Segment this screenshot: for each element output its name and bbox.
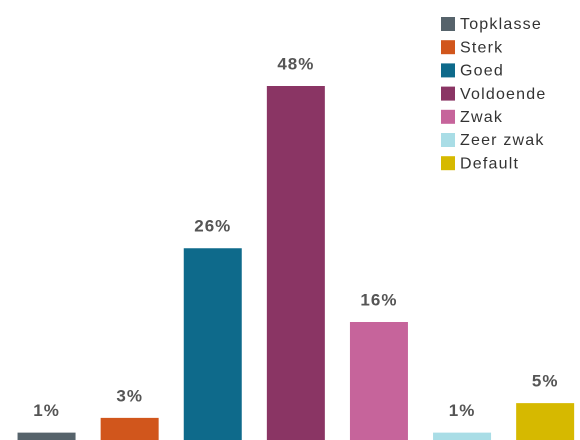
bar — [516, 403, 575, 440]
legend-swatch — [441, 86, 455, 101]
legend-swatch — [441, 109, 455, 124]
bar — [17, 432, 76, 440]
legend-label: Voldoende — [460, 86, 546, 103]
bar — [349, 322, 408, 440]
legend-swatch — [441, 63, 455, 78]
bar — [183, 248, 242, 440]
legend-swatch — [441, 156, 455, 171]
legend-label: Sterk — [460, 39, 503, 56]
legend-label: Topklasse — [460, 16, 542, 33]
legend-swatch — [441, 17, 455, 31]
bar — [100, 417, 159, 440]
value-label: 16% — [360, 290, 397, 309]
value-label: 1% — [33, 401, 60, 420]
legend-swatch — [441, 133, 455, 147]
legend-label: Default — [460, 155, 519, 172]
value-label: 48% — [277, 54, 314, 73]
value-label: 5% — [532, 372, 559, 391]
legend-swatch — [441, 40, 455, 55]
bar — [433, 432, 492, 440]
value-label: 1% — [449, 401, 476, 420]
value-label: 26% — [194, 217, 231, 236]
value-label: 3% — [116, 386, 143, 405]
legend-label: Zwak — [460, 109, 503, 126]
bar — [266, 86, 325, 440]
legend-label: Goed — [460, 63, 504, 80]
legend-label: Zeer zwak — [460, 132, 545, 149]
